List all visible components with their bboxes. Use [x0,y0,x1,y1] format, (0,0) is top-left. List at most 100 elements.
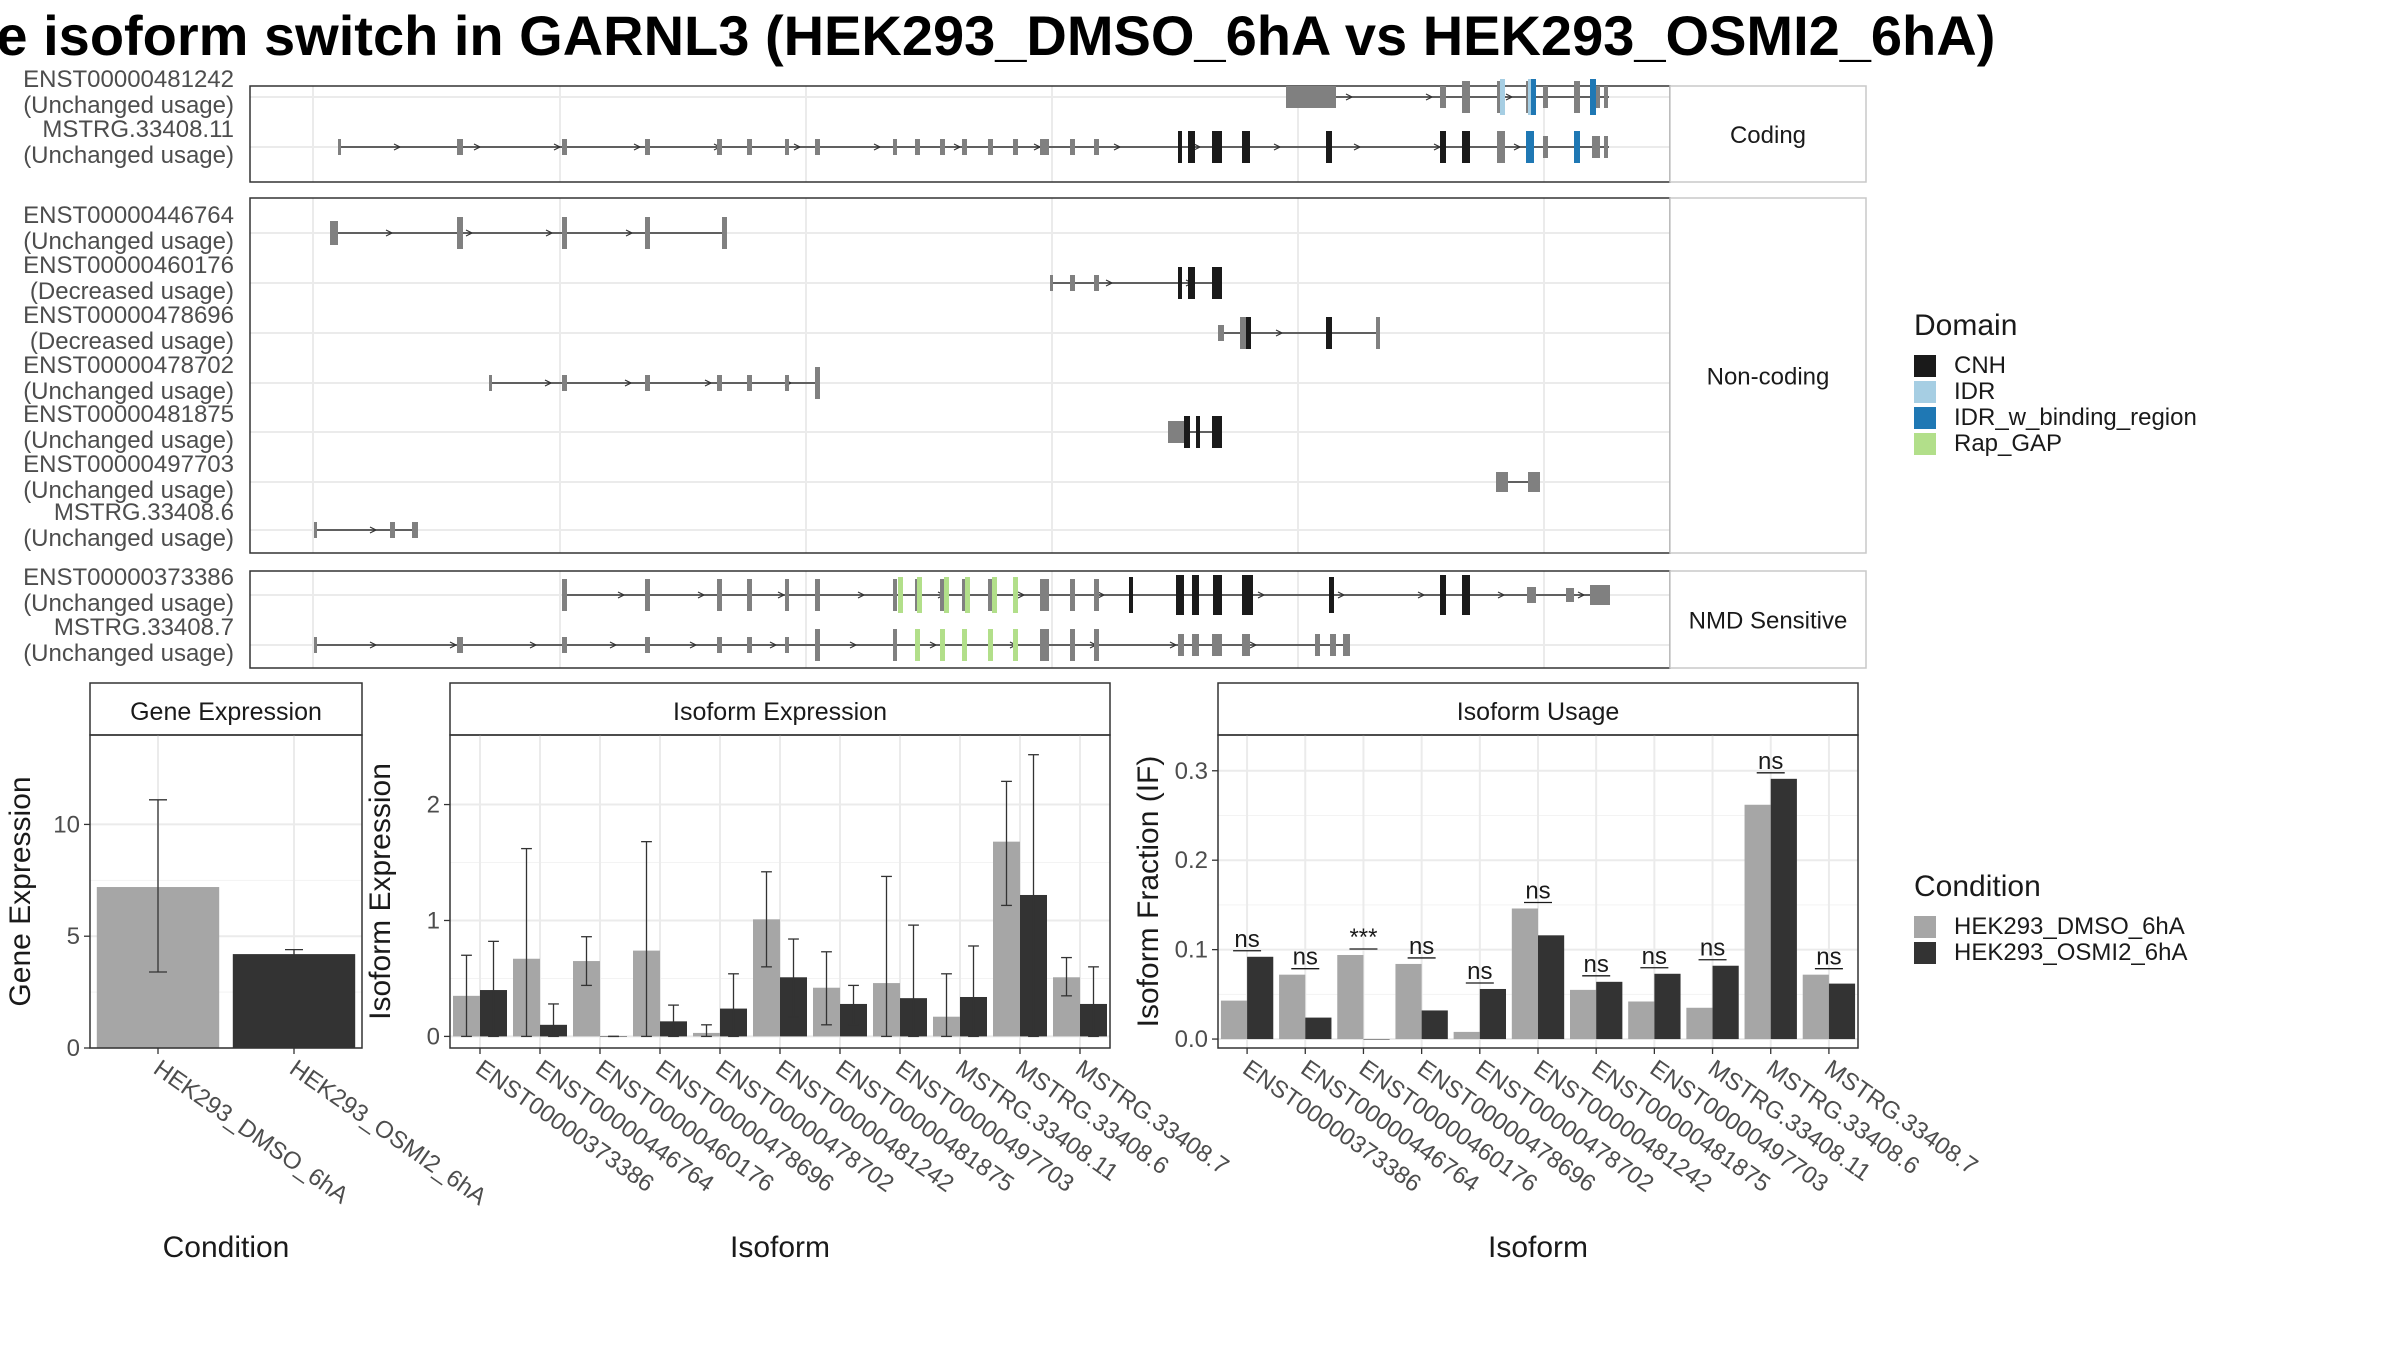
exon [1500,79,1505,115]
exon [1094,629,1099,661]
facet-strip [1669,85,1867,183]
exon [1192,634,1199,656]
exon [1168,421,1184,443]
intron-arrow [1417,591,1426,599]
y-tick-label: 2 [427,792,440,819]
transcript-name: ENST00000373386 [23,564,234,591]
exon [717,375,722,391]
exon [1376,317,1380,349]
exon [1212,267,1222,299]
intron-arrow [1497,591,1506,599]
exon [717,139,722,155]
intron-arrow [393,143,402,151]
y-tick-label: 0.1 [1175,937,1208,964]
exon [1094,275,1099,291]
exon [645,139,650,155]
exon [1246,317,1251,349]
exon [962,579,967,611]
intron-arrow [953,143,962,151]
exon [988,629,993,661]
exon [1574,131,1580,163]
intron-arrow [624,379,633,387]
exon [562,139,567,155]
exon [1178,131,1182,163]
exon [1040,629,1049,661]
significance-label: ns [1816,944,1841,971]
bar [1654,973,1681,1040]
exon [562,375,567,391]
bar [1279,974,1306,1040]
exon [1040,579,1049,611]
exon [330,221,338,245]
intron-arrow [1193,143,1202,151]
transcript-name: ENST00000481242 [23,66,234,93]
y-tick-label: 1 [427,907,440,934]
transcript-track: ENST00000481875(Unchanged usage) [23,401,1222,454]
exon [893,629,897,661]
facet-strip [1669,570,1867,669]
exon [1070,629,1075,661]
chart-strip [1217,682,1859,736]
intron-arrow [553,143,562,151]
exon [1070,579,1075,611]
exon [645,217,650,249]
exon [1196,416,1200,448]
y-tick-label: 0 [67,1035,80,1062]
legend-title: Domain [1914,309,2017,342]
expression-charts: Gene Expression0510HEK293_DMSO_6hAHEK293… [4,682,1982,1264]
facet-label: Non-coding [1707,364,1830,391]
intron-arrow [633,143,642,151]
transcript-usage: (Unchanged usage) [23,590,234,617]
bar [1247,956,1274,1040]
intron-arrow [1425,93,1434,101]
facet-background [250,571,1670,668]
exon [1013,629,1018,661]
transcript-usage: (Unchanged usage) [23,427,234,454]
exon [645,375,650,391]
transcript-track: ENST00000478702(Unchanged usage) [23,352,820,405]
structure-facet-2: NMD Sensitive [249,570,1867,669]
significance-label: ns [1467,958,1492,985]
exon [940,629,945,661]
exon [457,139,463,155]
exon [1192,575,1199,615]
intron-arrow [1345,93,1354,101]
exon [962,629,967,661]
exon [1604,86,1608,108]
significance-label: ns [1700,935,1725,962]
chart-strip [449,682,1111,736]
exon [1529,79,1536,115]
transcript-name: ENST00000478702 [23,352,234,379]
exon [992,577,997,613]
exon [1330,634,1336,656]
x-axis-title: Condition [163,1231,290,1264]
transcript-name: ENST00000478696 [23,302,234,329]
exon [747,579,752,611]
exon [1184,416,1190,448]
legend-title: Condition [1914,870,2041,903]
exon [815,579,820,611]
bar [1828,983,1856,1040]
intron-arrow [1169,641,1178,649]
y-tick-label: 0.3 [1175,758,1208,785]
exon [1326,317,1332,349]
transcript-track: ENST00000446764(Unchanged usage) [23,202,727,255]
exon [1188,131,1195,163]
exon [562,217,567,249]
panel-border [89,734,363,1049]
exon [717,637,722,653]
transcript-name: ENST00000481875 [23,401,234,428]
exon [457,637,463,653]
exon [1440,131,1446,163]
exon [898,577,903,613]
exon [1242,575,1253,615]
intron-arrow [1097,591,1106,599]
transcript-name: ENST00000497703 [23,451,234,478]
exon [1070,139,1075,155]
exon [1176,575,1184,615]
exon [562,579,567,611]
transcript-track: MSTRG.33408.6(Unchanged usage) [23,499,418,552]
significance-label: ns [1293,944,1318,971]
exon [314,522,317,538]
